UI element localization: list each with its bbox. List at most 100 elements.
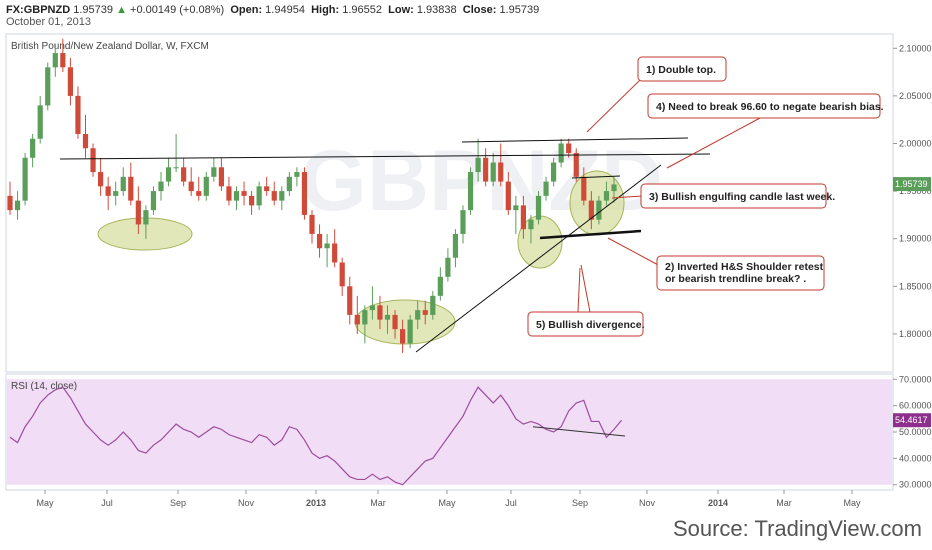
rsi-band [7,379,892,485]
candle-body [60,53,66,68]
candle-body [596,200,602,220]
candle-body [535,195,542,220]
open-label: Open: [230,4,263,16]
candle-body [603,191,610,201]
candle-body [332,243,338,263]
candle-body [324,243,330,249]
candle-body [467,172,474,211]
trend-line [461,137,689,143]
low-value: 1.93838 [416,4,457,16]
rsi-title: RSI (14, close) [11,381,77,392]
candle-body [7,195,13,211]
candle-body [422,310,428,315]
candle-body [226,186,232,201]
x-tick-label: Mar [370,498,386,508]
x-tick-label: 2014 [708,498,728,508]
candle-body [271,191,277,201]
candle-body [316,233,323,249]
annotation-text: or bearish trendline break? . [665,273,806,285]
price-tick-label: 1.85000 [899,281,932,291]
candle-body [158,181,164,192]
price-tick-label: 1.95000 [899,186,932,196]
candle-body [52,53,58,68]
candle-body [520,205,526,230]
candle-body [203,176,209,196]
candle-body [528,219,534,230]
candle-body [490,162,496,182]
candle-body [82,133,89,149]
x-tick-label: Nov [639,498,656,508]
up-triangle-icon: ▲ [116,4,127,16]
candle-body [294,172,300,177]
price-change: +0.00149 (+0.08%) [130,4,225,16]
candle-body [135,200,141,225]
rsi-value-label: 54.4617 [895,415,928,425]
rsi-divergence-line [532,426,626,437]
last-price: 1.95739 [73,4,113,16]
candle-body [45,67,51,106]
candle-body [188,181,194,192]
candle-body [566,143,572,154]
candle-body [264,186,270,192]
trend-line [571,175,621,179]
candle-body [30,138,36,158]
rsi-tick-label: 60.0000 [899,401,932,411]
candle-body [460,210,466,234]
candle-body [211,167,217,177]
trend-line [415,164,662,353]
price-tick-label: 1.80000 [899,329,932,339]
candle-body [113,191,119,196]
annotation-text: 4) Need to break 96.60 to negate bearish… [656,101,884,113]
high-label: High: [311,4,340,16]
rsi-value-badge [893,413,931,428]
x-tick-label: Jul [505,498,517,508]
candle-body [369,305,375,311]
candle-body [14,200,21,211]
candle-body [67,67,73,96]
bar-date: October 01, 2013 [6,16,92,28]
candle-body [558,143,564,163]
rsi-tick-label: 70.0000 [899,374,932,384]
trend-line [59,153,711,160]
candle-body [611,184,617,192]
annotation-box [527,311,644,337]
x-tick-label: Nov [238,498,255,508]
candle-body [452,233,459,258]
x-tick-label: Sep [572,498,588,508]
candle-body [105,186,111,196]
candle-body [128,176,134,201]
candle-body [437,276,443,296]
close-value: 1.95739 [499,4,540,16]
rsi-series-line [9,386,623,486]
symbol-name[interactable]: FX:GBPNZD [6,4,71,16]
candle-body [37,105,43,139]
candle-body [407,319,413,344]
candle-body [384,314,391,320]
candle-body [581,176,587,201]
candle-body [181,167,187,182]
annotation-box [647,93,881,119]
candle-body [415,310,421,320]
candle-body [400,329,406,344]
candle-body [241,191,247,196]
annotation-text: 5) Bullish divergence. [536,319,645,331]
source-credit: Source: TradingView.com [672,516,922,541]
candle-body [165,167,172,182]
candle-body [218,167,224,187]
price-tick-label: 2.05000 [899,91,932,101]
x-tick-label: Mar [776,498,792,508]
x-tick-label: May [843,498,861,508]
candle-body [354,314,360,325]
annotation-text: 1) Double top. [646,64,716,76]
x-tick-label: May [36,498,54,508]
candle-body [573,153,579,177]
candle-body [22,157,28,201]
last-price-badge [893,177,931,192]
candle-body [377,305,383,320]
candle-body [430,295,436,315]
open-value: 1.94954 [265,4,305,16]
candle-body [483,157,489,182]
candle-body [75,95,81,134]
x-tick-label: May [438,498,456,508]
